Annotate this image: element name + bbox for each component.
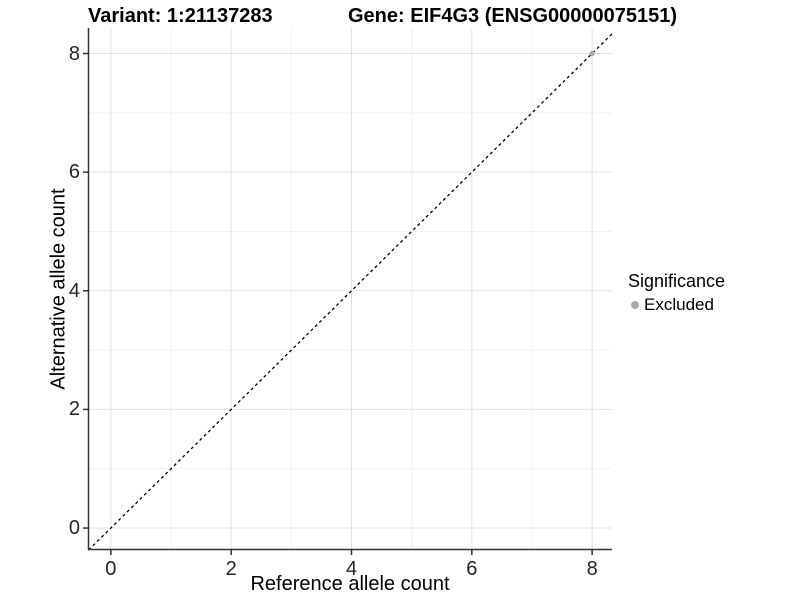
x-tick-label: 4 xyxy=(345,558,358,580)
x-tick-label: 2 xyxy=(225,558,237,580)
y-tick-label: 2 xyxy=(68,398,80,421)
excluded-point-icon xyxy=(631,301,639,309)
title-variant: Variant: 1:21137283 xyxy=(88,5,273,27)
plot-canvas xyxy=(83,28,613,555)
legend-item-label: Excluded xyxy=(644,295,714,314)
title-gene: Gene: EIF4G3 (ENSG00000075151) xyxy=(348,5,678,27)
legend-item-excluded: Excluded xyxy=(628,295,725,315)
y-tick-label: 6 xyxy=(68,161,80,184)
y-tick-label: 0 xyxy=(68,517,80,540)
plot-panel xyxy=(83,28,613,555)
identity-reference-line xyxy=(88,33,613,551)
x-tick-label: 8 xyxy=(586,558,598,580)
legend: Significance Excluded xyxy=(628,271,725,315)
legend-title: Significance xyxy=(628,271,726,291)
x-axis-title: Reference allele count xyxy=(250,573,450,595)
x-tick-label: 0 xyxy=(105,558,117,580)
y-axis-title: Alternative allele count xyxy=(47,188,70,390)
x-tick-label: 6 xyxy=(466,558,478,580)
data-point-excluded xyxy=(589,50,595,57)
y-tick-label: 4 xyxy=(68,279,80,302)
y-tick-label: 8 xyxy=(68,42,80,65)
